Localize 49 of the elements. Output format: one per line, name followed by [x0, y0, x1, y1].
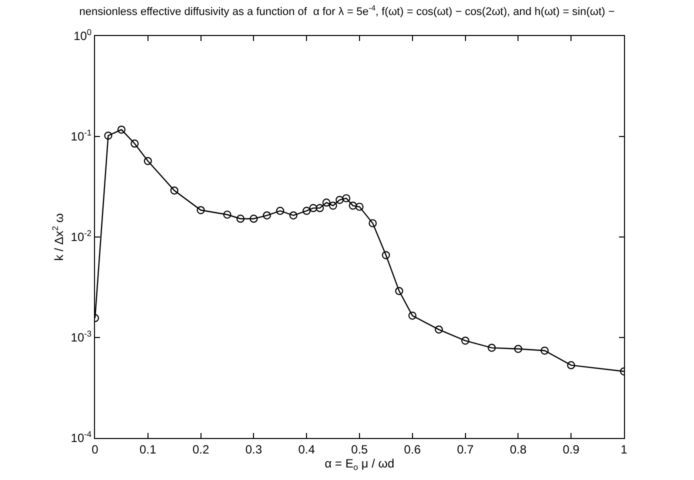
point — [514, 344, 522, 353]
point — [395, 286, 404, 296]
y-tick-label: 10$^{-2}$ — [70, 228, 92, 244]
x-tick-label: 0.1 — [140, 442, 157, 456]
point — [567, 361, 576, 370]
x-tick-label: 0 — [92, 442, 99, 456]
x-tick-label: 1 — [620, 442, 628, 456]
point — [302, 206, 311, 215]
point — [309, 204, 318, 212]
point — [342, 194, 350, 202]
point — [329, 202, 338, 210]
point — [170, 186, 178, 195]
x-tick-label: 0.6 — [404, 442, 422, 456]
point — [130, 140, 139, 148]
point — [289, 211, 298, 220]
point — [461, 336, 470, 345]
point — [117, 126, 126, 134]
point — [336, 196, 344, 204]
point — [276, 206, 284, 215]
x-tick-label: 0.2 — [192, 442, 210, 456]
point — [540, 346, 549, 355]
x-tick-label: 0.4 — [298, 442, 316, 456]
point — [144, 156, 152, 166]
point — [434, 325, 443, 334]
point — [322, 198, 330, 207]
point — [250, 214, 258, 223]
y-tick-label: 10$^{-4}$ — [70, 429, 92, 446]
x-axis-title: α = E$_{o}$ μ / ωd — [324, 456, 394, 472]
chart-title: nensionless effective diffusivity as a function of α for λ = 5e$^{-4}$, f(ωt) = cos(ωt) − cos(2ωt), and h(ωt) = sin(ωt) − — [79, 3, 615, 18]
point — [488, 344, 496, 352]
point — [236, 214, 245, 223]
x-tick-label: 0.5 — [351, 442, 368, 456]
y-tick-label: 10$^{-3}$ — [70, 328, 92, 345]
point — [368, 219, 377, 228]
point — [104, 132, 112, 140]
x-tick-label: 0.8 — [510, 442, 527, 456]
point — [355, 202, 364, 211]
y-tick-label: 10$^{-1}$ — [70, 128, 92, 144]
point — [223, 210, 232, 219]
x-tick-label: 0.3 — [245, 442, 262, 456]
point — [316, 204, 324, 212]
point — [262, 211, 271, 220]
point — [408, 312, 416, 320]
point — [348, 202, 357, 210]
point — [196, 206, 205, 214]
x-tick-label: 0.7 — [456, 442, 474, 456]
point — [382, 251, 390, 260]
y-tick-label: 10$^{0}$ — [74, 27, 92, 44]
x-tick-label: 0.9 — [562, 442, 580, 456]
